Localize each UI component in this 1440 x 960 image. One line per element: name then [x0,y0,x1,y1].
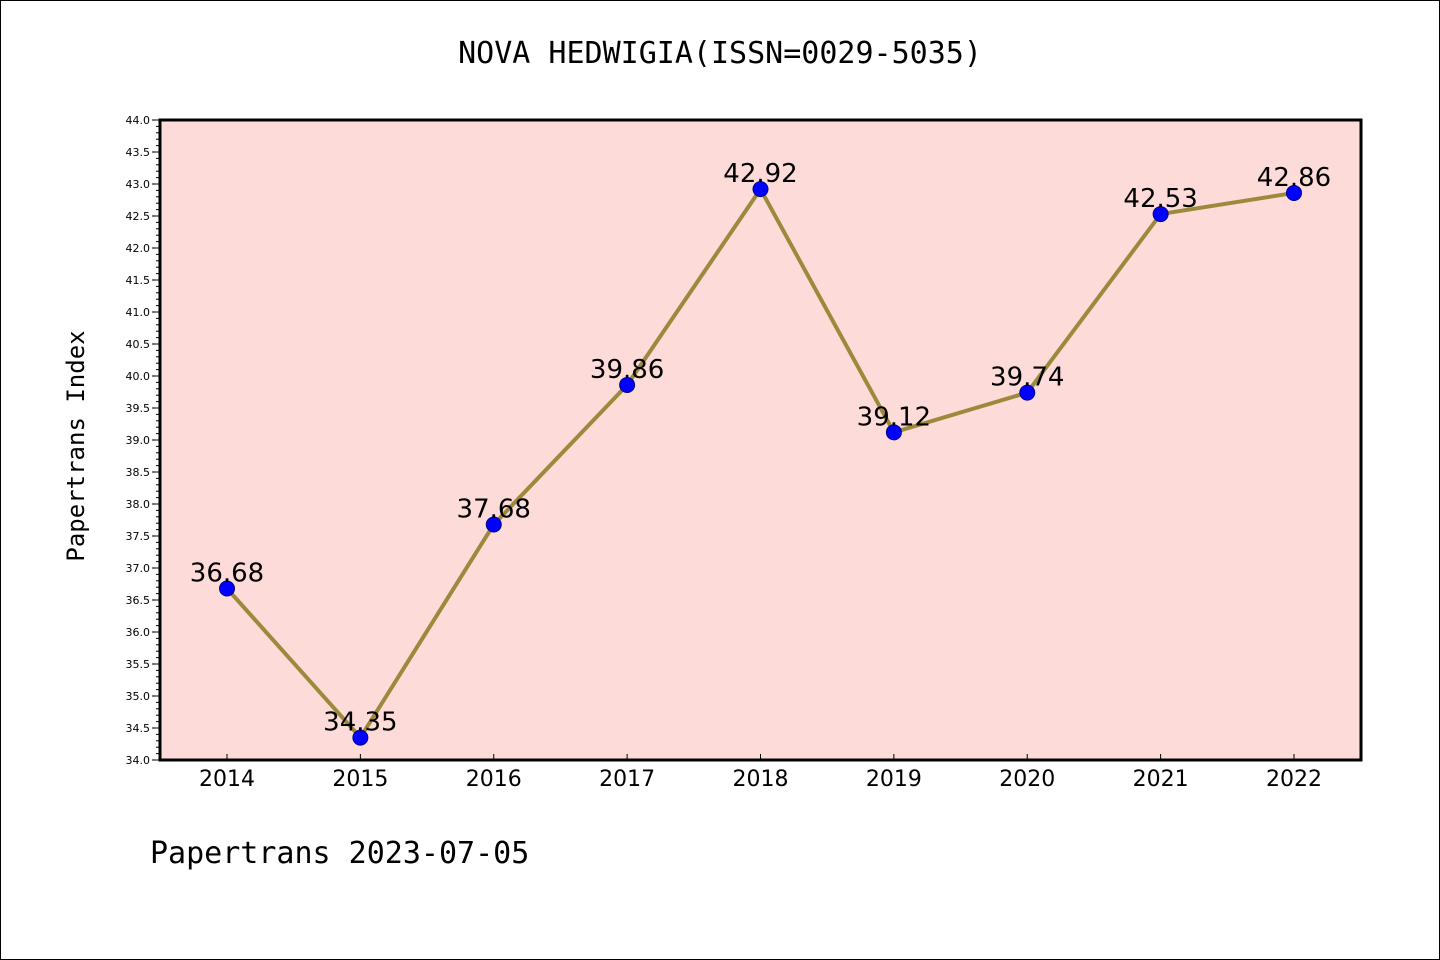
y-tick-label: 34.5 [126,722,151,735]
data-label: 39.86 [590,355,664,385]
footer-text: Papertrans 2023-07-05 [150,836,530,871]
plot-border [158,118,1363,762]
y-tick-label: 39.5 [126,402,151,415]
data-point [219,580,235,597]
data-label: 42.92 [723,159,797,189]
y-tick-label: 40.0 [126,370,151,383]
x-axis: 2014 2015 2016 2017 2018 2019 2020 2021 2022 [199,754,1322,792]
data-point [352,729,369,746]
y-axis: 34.0 34.5 35.0 35.5 36.0 36.5 37.0 37.5 38.0 38.5… [126,114,160,767]
x-tick-label: 2016 [466,767,522,792]
y-tick-label: 42.5 [126,210,151,223]
y-tick-label: 42.0 [126,242,151,255]
x-tick-label: 2017 [599,767,655,792]
plot-area [160,120,1361,760]
y-tick-label: 44.0 [126,114,151,127]
y-tick-label: 38.5 [126,466,151,479]
y-tick-label: 43.5 [126,146,151,159]
data-label: 42.86 [1257,163,1331,193]
x-tick-label: 2015 [332,767,388,792]
x-tick-label: 2021 [1133,767,1189,792]
x-tick-label: 2014 [199,767,255,792]
data-point [752,181,769,198]
x-tick-label: 2020 [999,767,1055,792]
chart-title: NOVA HEDWIGIA(ISSN=0029-5035) [458,36,982,71]
y-tick-label: 35.5 [126,658,151,671]
y-tick-label: 41.0 [126,306,151,319]
y-tick-label: 43.0 [126,178,151,191]
y-tick-label: 36.5 [126,594,151,607]
y-tick-label: 40.5 [126,338,151,351]
data-label: 39.74 [990,363,1064,393]
y-tick-label: 35.0 [126,690,151,703]
data-label: 34.35 [323,708,397,738]
y-tick-label: 37.5 [126,530,151,543]
data-label: 42.53 [1123,184,1197,214]
data-label: 37.68 [457,494,531,524]
data-label: 36.68 [190,558,264,588]
data-points [219,181,1302,746]
y-tick-label: 38.0 [126,498,151,511]
x-tick-label: 2018 [733,767,789,792]
x-tick-label: 2022 [1266,767,1322,792]
data-point [619,376,636,393]
data-label: 39.12 [857,402,931,432]
data-point [885,424,902,441]
y-tick-label: 37.0 [126,562,151,575]
y-tick-label: 39.0 [126,434,151,447]
y-tick-label: 36.0 [126,626,151,639]
data-point [1019,384,1036,401]
y-tick-label: 34.0 [126,754,151,767]
y-tick-label: 41.5 [126,274,151,287]
data-point [1286,184,1302,201]
data-labels: 36.68 34.35 37.68 39.86 42.92 39.12 39.74 42.53… [190,159,1331,737]
data-point [485,516,502,533]
x-tick-label: 2019 [866,767,922,792]
data-point [1152,206,1169,223]
